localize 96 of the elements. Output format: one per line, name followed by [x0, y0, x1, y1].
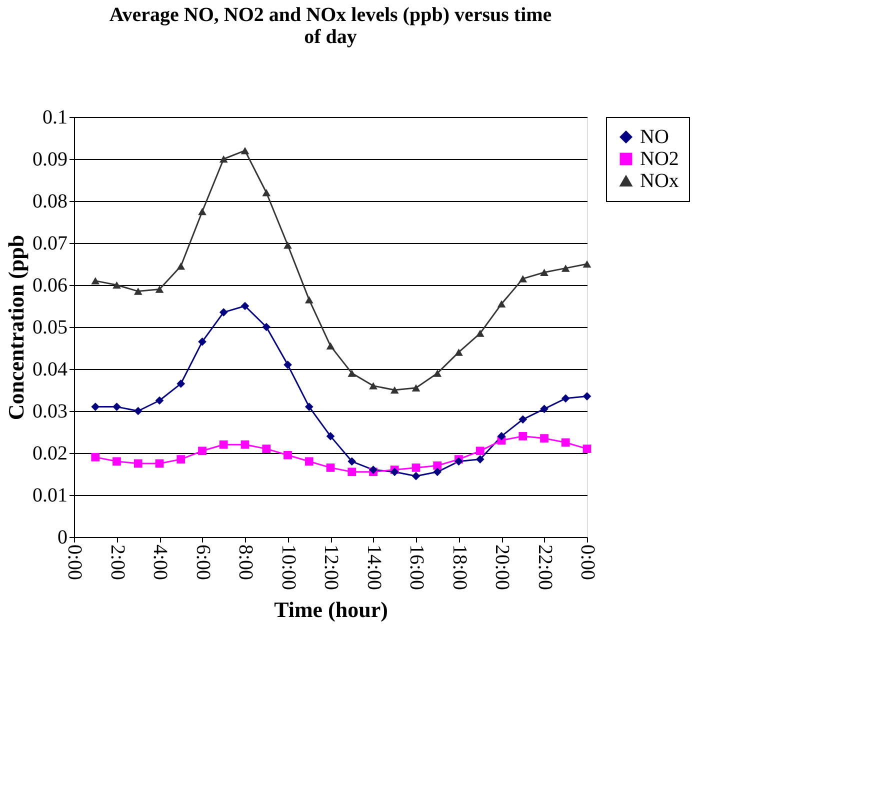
- x-tick-label: 12:00: [320, 544, 342, 590]
- point: [304, 296, 314, 304]
- point: [476, 330, 484, 337]
- y-tick-label: 0.08: [32, 190, 68, 212]
- x-tick-label: 22:00: [534, 544, 556, 590]
- point: [454, 348, 463, 356]
- point: [582, 260, 592, 268]
- point: [198, 338, 206, 346]
- point: [219, 308, 228, 316]
- point: [155, 396, 164, 405]
- point: [262, 444, 271, 453]
- point: [155, 286, 164, 293]
- point: [112, 281, 121, 289]
- x-tick-label: 2:00: [106, 544, 128, 580]
- x-tick-label: 14:00: [362, 544, 385, 590]
- point: [369, 466, 378, 474]
- point: [326, 432, 335, 440]
- point: [476, 455, 484, 464]
- point: [561, 394, 570, 403]
- point: [348, 457, 356, 466]
- point: [134, 459, 142, 468]
- legend-label: NOx: [640, 170, 679, 192]
- point: [540, 404, 548, 414]
- point: [497, 432, 506, 440]
- point: [112, 457, 121, 466]
- point: [561, 438, 570, 447]
- point: [540, 268, 548, 276]
- point: [198, 446, 206, 456]
- point: [91, 402, 100, 411]
- y-axis-title: Concentration (ppb: [4, 234, 28, 420]
- y-tick-label: 0.02: [32, 442, 68, 464]
- x-tick-label: 6:00: [192, 544, 214, 580]
- y-tick-label: 0.06: [32, 274, 68, 296]
- point: [497, 300, 506, 308]
- point: [91, 277, 100, 284]
- y-tick-label: 0.07: [32, 232, 68, 254]
- point: [390, 468, 399, 476]
- x-tick-label: 20:00: [491, 544, 513, 590]
- point: [540, 434, 548, 442]
- point: [369, 382, 378, 390]
- point: [518, 432, 528, 440]
- point: [176, 455, 186, 464]
- point: [348, 468, 356, 476]
- point: [476, 446, 484, 456]
- point: [390, 386, 399, 394]
- point: [412, 384, 420, 392]
- x-tick-label: 0:00: [576, 544, 598, 580]
- point: [134, 406, 142, 416]
- x-tick-label: 18:00: [448, 544, 470, 590]
- point: [518, 415, 528, 424]
- point: [433, 468, 442, 476]
- point: [582, 444, 592, 453]
- point: [518, 275, 528, 282]
- x-tick-label: 8:00: [234, 544, 256, 580]
- y-tick-label: 0.1: [42, 106, 68, 128]
- point: [198, 208, 206, 216]
- point: [304, 457, 314, 466]
- point: [284, 450, 292, 460]
- point: [240, 146, 250, 154]
- point: [176, 380, 186, 388]
- point: [262, 188, 271, 196]
- point: [240, 440, 250, 449]
- y-tick-label: 0.05: [32, 316, 68, 338]
- y-tick-label: 0.09: [32, 148, 68, 170]
- point: [433, 370, 442, 377]
- point: [112, 402, 121, 411]
- point: [412, 464, 420, 472]
- x-axis-title: Time (hour): [274, 597, 388, 622]
- y-tick-label: 0.01: [32, 484, 68, 506]
- point: [284, 241, 292, 249]
- point: [262, 322, 271, 332]
- point: [561, 264, 570, 272]
- point: [412, 472, 420, 480]
- point: [219, 155, 228, 163]
- point: [134, 288, 142, 295]
- point: [582, 392, 592, 400]
- point: [326, 464, 335, 472]
- point: [155, 459, 164, 468]
- point: [219, 440, 228, 449]
- chart-title: Average NO, NO2 and NOx levels (ppb) versus time of day: [109, 4, 552, 48]
- point: [304, 402, 314, 411]
- point: [91, 453, 100, 462]
- point: [176, 262, 186, 270]
- x-tick-label: 4:00: [149, 544, 171, 580]
- legend-label: NO2: [640, 148, 679, 170]
- point: [433, 461, 442, 470]
- y-tick-label: 0.03: [32, 400, 68, 422]
- point: [454, 457, 463, 466]
- x-tick-label: 16:00: [406, 544, 428, 590]
- legend-label: NO: [640, 126, 669, 148]
- point: [326, 342, 335, 350]
- point: [284, 360, 292, 369]
- point: [348, 370, 356, 377]
- x-tick-label: 10:00: [277, 544, 300, 590]
- point: [240, 302, 250, 310]
- y-tick-label: 0.04: [32, 358, 68, 380]
